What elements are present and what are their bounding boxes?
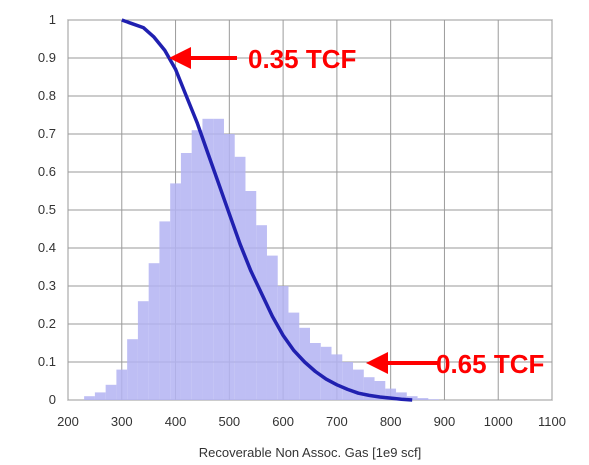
x-tick-label: 600 — [272, 414, 294, 429]
y-tick-label: 0.1 — [38, 354, 56, 369]
histogram-bar — [428, 399, 440, 400]
y-tick-label: 0.9 — [38, 50, 56, 65]
histogram-bar — [277, 286, 289, 400]
histogram-bar — [342, 362, 354, 400]
x-tick-label: 300 — [111, 414, 133, 429]
x-tick-label: 200 — [57, 414, 79, 429]
y-tick-label: 0.6 — [38, 164, 56, 179]
y-tick-label: 0 — [49, 392, 56, 407]
histogram-bar — [385, 388, 397, 400]
x-tick-label: 500 — [218, 414, 240, 429]
histogram-bar — [256, 225, 267, 400]
exceedance-curve — [121, 18, 413, 402]
annotation-2-arrowhead — [366, 352, 388, 374]
histogram-bar — [417, 398, 429, 400]
histogram-bar — [84, 396, 95, 400]
histogram-bar — [94, 392, 106, 400]
histogram-bar — [148, 263, 160, 400]
y-tick-label: 0.8 — [38, 88, 56, 103]
x-tick-label: 900 — [434, 414, 456, 429]
histogram-bar — [245, 191, 257, 400]
x-tick-labels: 200 300 400 500 600 700 800 900 1000 1100 — [57, 414, 566, 429]
histogram-bar — [331, 354, 343, 400]
y-tick-label: 0.3 — [38, 278, 56, 293]
y-tick-label: 0.4 — [38, 240, 56, 255]
histogram-bar — [127, 339, 138, 400]
histogram-bar — [170, 183, 181, 400]
histogram-bar — [202, 118, 214, 401]
histogram-bar — [213, 118, 224, 401]
histogram-bar — [223, 134, 235, 400]
histogram-bar — [266, 255, 278, 400]
y-tick-label: 0.2 — [38, 316, 56, 331]
y-tick-label: 0.5 — [38, 202, 56, 217]
y-tick-label: 1 — [49, 12, 56, 27]
histogram-bar — [374, 381, 386, 400]
histogram-bar — [234, 156, 246, 400]
x-tick-label: 400 — [165, 414, 187, 429]
histogram-bar — [288, 312, 300, 400]
annotation-2: 0.65 TCF — [366, 349, 544, 379]
y-tick-labels: 0 0.1 0.2 0.3 0.4 0.5 0.6 0.7 0.8 0.9 1 — [38, 12, 56, 407]
x-tick-label: 800 — [380, 414, 402, 429]
histogram-bar — [116, 369, 128, 400]
histogram-bar — [191, 130, 203, 400]
histogram-bar — [353, 369, 364, 400]
histogram-bar — [396, 392, 407, 400]
histogram-bar — [180, 153, 192, 400]
x-axis-label: Recoverable Non Assoc. Gas [1e9 scf] — [199, 445, 422, 460]
y-tick-label: 0.7 — [38, 126, 56, 141]
histogram-bar — [320, 346, 332, 400]
x-tick-label: 700 — [326, 414, 348, 429]
grid — [67, 19, 553, 401]
histogram-bars — [84, 118, 440, 401]
histogram-bar — [137, 301, 149, 400]
annotation-2-label: 0.65 TCF — [436, 349, 544, 379]
histogram-bar — [105, 384, 117, 400]
histogram-bar — [363, 377, 375, 400]
x-tick-label: 1100 — [538, 414, 566, 429]
histogram-bar — [159, 221, 171, 400]
histogram-bar — [406, 396, 418, 400]
annotation-1-label: 0.35 TCF — [248, 44, 356, 74]
x-tick-label: 1000 — [484, 414, 513, 429]
annotation-1-arrowhead — [169, 47, 191, 69]
annotation-1: 0.35 TCF — [169, 44, 356, 74]
